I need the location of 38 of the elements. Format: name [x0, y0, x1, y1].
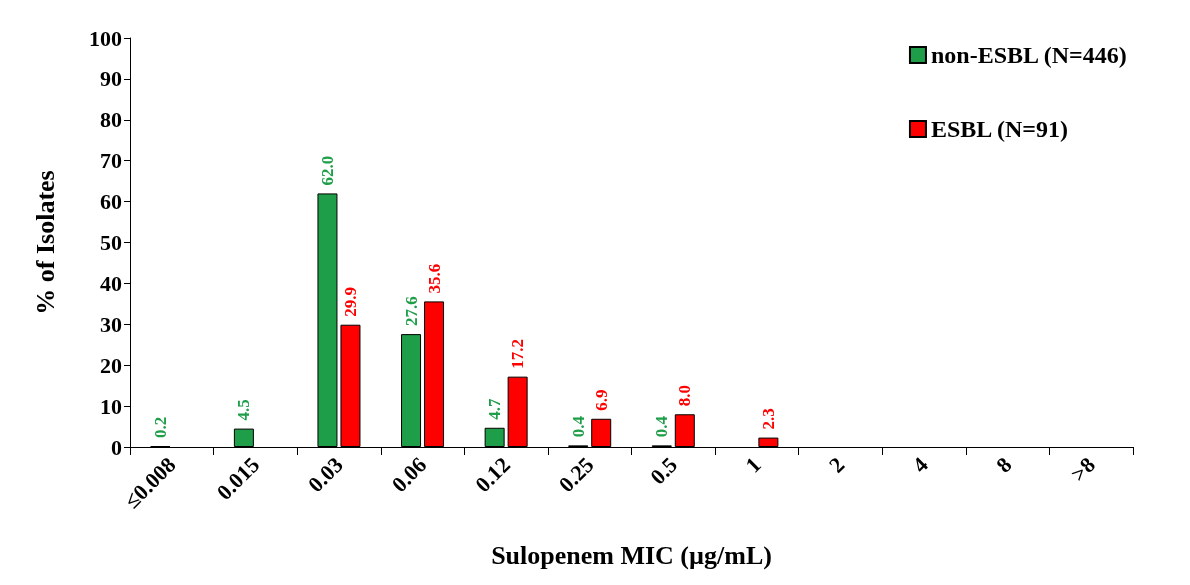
- x-tick-label: 2: [823, 452, 850, 478]
- data-label: 0.4: [568, 415, 588, 438]
- data-label: 27.6: [401, 296, 421, 327]
- x-tick-label: 8: [991, 452, 1017, 478]
- y-axis-title: % of Isolates: [30, 170, 60, 315]
- y-tick-label: 0: [111, 434, 122, 460]
- data-label: 6.9: [591, 389, 611, 411]
- x-tick-label: 0.06: [386, 452, 432, 498]
- data-label: 29.9: [340, 286, 360, 317]
- y-tick-label: 30: [100, 311, 122, 337]
- data-label: 4.5: [234, 399, 254, 421]
- x-tick-label: 1: [740, 452, 766, 478]
- y-tick-label: 80: [100, 107, 122, 133]
- y-tick-label: 50: [100, 230, 122, 255]
- x-tick-label: 0.5: [645, 452, 683, 490]
- y-tick-label: 40: [100, 270, 122, 296]
- x-tick-label: 0.12: [470, 452, 515, 498]
- data-label: 8.0: [675, 385, 695, 407]
- data-label: 4.7: [485, 398, 505, 420]
- data-label: 0.2: [150, 416, 170, 439]
- y-tick-label: 70: [100, 148, 122, 174]
- y-tick-label: 10: [100, 393, 122, 419]
- data-label: 35.6: [424, 263, 444, 294]
- data-label: 17.2: [508, 338, 528, 369]
- y-tick-label: 90: [100, 66, 122, 92]
- legend-label: non-ESBL (N=446): [930, 42, 1127, 68]
- x-tick-label: >8: [1065, 452, 1101, 487]
- legend-label: ESBL (N=91): [930, 116, 1068, 142]
- data-label: 2.3: [758, 408, 778, 430]
- x-tick-label: 4: [907, 452, 933, 478]
- x-tick-label: 0.03: [302, 452, 348, 498]
- y-tick-label: 60: [100, 189, 122, 215]
- y-tick-label: 20: [100, 352, 122, 378]
- data-label: 0.4: [652, 415, 672, 438]
- x-axis-title: Sulopenem MIC (µg/mL): [491, 540, 772, 570]
- data-label: 62.0: [317, 155, 337, 186]
- y-tick-label: 100: [89, 25, 122, 51]
- x-tick-label: 0.25: [553, 452, 599, 498]
